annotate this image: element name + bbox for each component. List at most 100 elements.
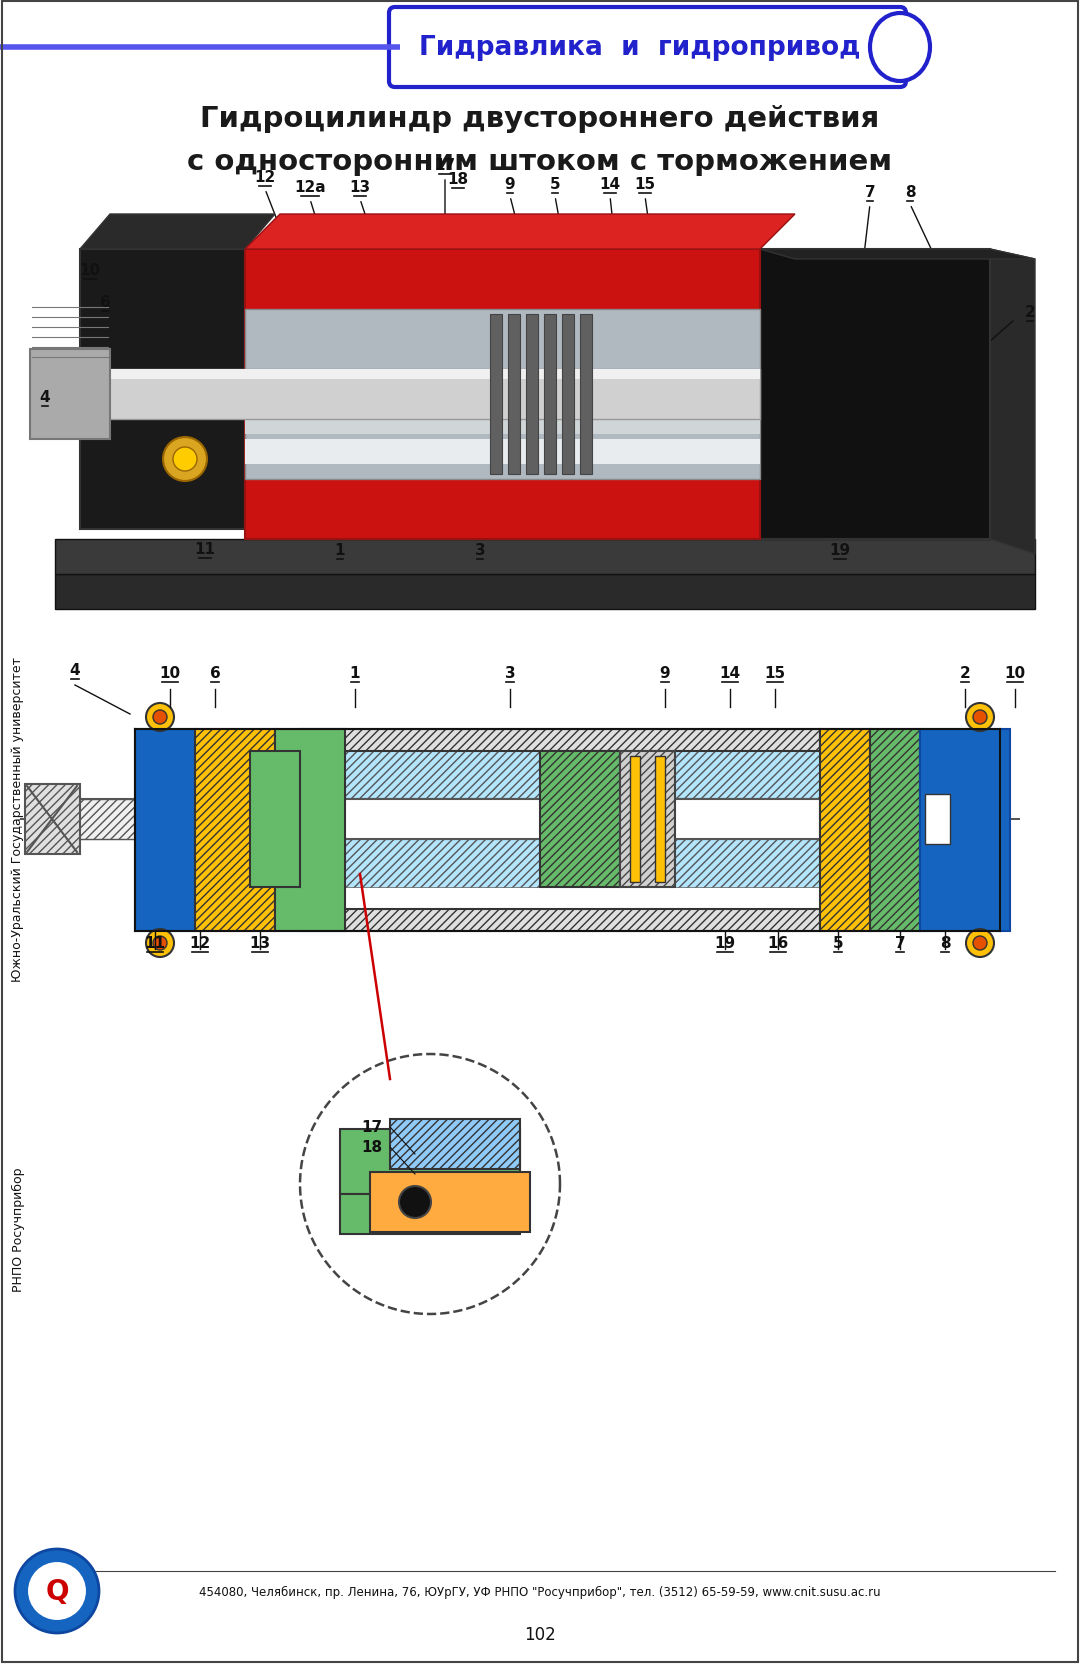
Text: 10: 10: [1004, 666, 1026, 681]
Circle shape: [966, 704, 994, 732]
Text: 18: 18: [447, 171, 469, 186]
Bar: [55, 799, 820, 840]
Text: 5: 5: [833, 935, 843, 950]
Text: 5: 5: [550, 176, 561, 191]
Text: 17: 17: [434, 158, 456, 173]
Bar: [620, 752, 675, 887]
Bar: [249, 752, 300, 887]
Bar: [490, 314, 502, 474]
Bar: [245, 419, 760, 434]
Polygon shape: [990, 250, 1035, 554]
Ellipse shape: [870, 13, 930, 82]
Text: 7: 7: [894, 935, 905, 950]
Bar: [340, 1130, 519, 1195]
Text: 12а: 12а: [294, 180, 326, 195]
Bar: [305, 799, 815, 840]
Bar: [300, 752, 820, 887]
Bar: [920, 729, 1010, 932]
Circle shape: [300, 1055, 561, 1315]
Text: 11: 11: [194, 542, 216, 557]
Bar: [760, 250, 990, 539]
Text: 1: 1: [350, 666, 361, 681]
Bar: [654, 757, 665, 882]
Polygon shape: [55, 574, 1035, 609]
Text: 11: 11: [145, 935, 165, 950]
Bar: [245, 439, 760, 464]
Text: 3: 3: [504, 666, 515, 681]
Text: 13: 13: [350, 180, 370, 195]
Text: 18: 18: [362, 1138, 382, 1153]
Text: 6: 6: [99, 295, 110, 310]
Circle shape: [173, 448, 197, 471]
Text: 1: 1: [335, 542, 346, 557]
Text: 4: 4: [40, 389, 51, 404]
Bar: [924, 794, 950, 845]
Bar: [580, 314, 592, 474]
Bar: [544, 314, 556, 474]
Bar: [275, 729, 345, 932]
Bar: [300, 729, 820, 752]
Circle shape: [146, 930, 174, 957]
Text: 17: 17: [362, 1118, 382, 1133]
Bar: [55, 369, 760, 379]
Text: 12: 12: [255, 170, 275, 185]
Circle shape: [153, 711, 167, 724]
Text: Южно-Уральский Государственный университет: Южно-Уральский Государственный университ…: [12, 657, 25, 982]
Text: 14: 14: [599, 176, 621, 191]
Polygon shape: [760, 250, 1035, 260]
Text: 4: 4: [70, 662, 80, 677]
Text: 8: 8: [940, 935, 950, 950]
Text: 6: 6: [210, 666, 220, 681]
Text: Гидроцилиндр двустороннего действия: Гидроцилиндр двустороннего действия: [201, 105, 879, 133]
Circle shape: [973, 937, 987, 950]
Text: 15: 15: [765, 666, 785, 681]
Bar: [540, 752, 620, 887]
Bar: [30, 349, 110, 439]
Bar: [55, 369, 760, 419]
Text: 454080, Челябинск, пр. Ленина, 76, ЮУрГУ, УФ РНПО "Росучприбор", тел. (3512) 65-: 454080, Челябинск, пр. Ленина, 76, ЮУрГУ…: [199, 1584, 881, 1597]
Bar: [55, 799, 300, 840]
Circle shape: [163, 438, 207, 481]
Text: 7: 7: [865, 185, 875, 200]
Text: 15: 15: [634, 176, 656, 191]
Text: 2: 2: [1025, 305, 1036, 319]
Text: 8: 8: [905, 185, 916, 200]
Bar: [55, 190, 1040, 609]
Bar: [526, 314, 538, 474]
Circle shape: [146, 704, 174, 732]
Bar: [508, 314, 519, 474]
Text: Q: Q: [45, 1577, 69, 1606]
Bar: [300, 910, 820, 932]
Text: Гидравлика  и  гидропривод: Гидравлика и гидропривод: [419, 35, 861, 62]
Text: с односторонним штоком с торможением: с односторонним штоком с торможением: [188, 148, 892, 176]
Text: 9: 9: [504, 176, 515, 191]
Bar: [135, 729, 195, 932]
Text: 2: 2: [960, 666, 970, 681]
Circle shape: [153, 937, 167, 950]
Bar: [300, 799, 820, 840]
Text: 10: 10: [160, 666, 180, 681]
Text: 102: 102: [524, 1626, 556, 1642]
Text: 13: 13: [249, 935, 271, 950]
Circle shape: [399, 1186, 431, 1218]
Bar: [340, 1195, 519, 1235]
Bar: [562, 314, 573, 474]
Bar: [370, 1173, 530, 1233]
Polygon shape: [80, 215, 275, 250]
Bar: [390, 1120, 519, 1170]
FancyBboxPatch shape: [389, 8, 906, 88]
Text: 10: 10: [80, 263, 100, 278]
Bar: [920, 752, 950, 887]
Text: 3: 3: [475, 542, 485, 557]
Text: 12: 12: [189, 935, 211, 950]
Text: 9: 9: [660, 666, 671, 681]
Text: 19: 19: [829, 542, 851, 557]
Bar: [245, 310, 760, 479]
Circle shape: [966, 930, 994, 957]
Bar: [195, 729, 275, 932]
Text: 16: 16: [768, 935, 788, 950]
Circle shape: [973, 711, 987, 724]
Bar: [630, 757, 640, 882]
Bar: [870, 729, 920, 932]
Polygon shape: [55, 539, 1035, 574]
